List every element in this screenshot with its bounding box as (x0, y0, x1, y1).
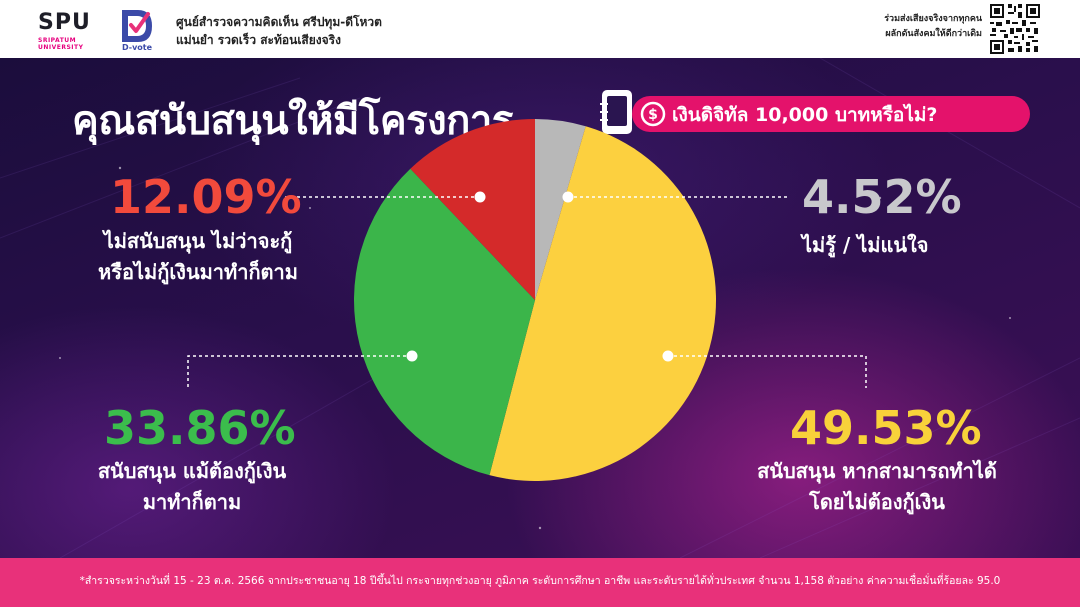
pie-slice-support-no-loan (489, 126, 717, 482)
main-panel: คุณสนับสนุนให้มีโครงการ $ เงินดิจิทัล 10… (0, 58, 1080, 558)
spu-logo-text: SPU (38, 10, 91, 35)
survey-footnote: *สำรวจระหว่างวันที่ 15 - 23 ต.ค. 2566 จา… (79, 575, 1001, 587)
pie-chart (187, 119, 867, 482)
svg-text:$: $ (648, 107, 658, 123)
slice-desc-support-with-loan: สนับสนุน แม้ต้องกู้เงิน มาทำก็ตาม (97, 459, 287, 514)
question-pill (632, 96, 1030, 132)
pie-slice-not-support (410, 119, 535, 300)
cta-line-2: ผลักดันสังคมให้ดีกว่าเดิม (885, 29, 982, 39)
footer-bar: *สำรวจระหว่างวันที่ 15 - 23 ต.ค. 2566 จา… (0, 558, 1080, 607)
question-pill-text: เงินดิจิทัล 10,000 บาทหรือไม่? (672, 104, 938, 126)
leader-support-no-loan-line (668, 355, 867, 388)
qr-code-icon[interactable] (990, 4, 1040, 54)
header-bar: SPU SRIPATUM UNIVERSITY D-vote ศูนย์สำรว… (0, 0, 1080, 58)
leader-support-with-loan-line (187, 355, 412, 388)
leader-support-no-loan-dot (662, 350, 674, 362)
dvote-logo-icon (122, 10, 152, 42)
dollar-icon: $ (640, 101, 666, 127)
org-tagline: แม่นยำ รวดเร็ว สะท้อนเสียงจริง (176, 33, 341, 47)
slice-desc-support-no-loan: สนับสนุน หากสามารถทำได้ โดยไม่ต้องกู้เงิ… (757, 459, 997, 514)
slice-desc-unsure: ไม่รู้ / ไม่แน่ใจ (802, 233, 929, 257)
spu-logo: SPU SRIPATUM UNIVERSITY (38, 10, 104, 51)
leader-support-with-loan-dot (406, 350, 418, 362)
digital-money-icon (600, 90, 632, 134)
pie-slice-unsure (535, 119, 586, 300)
slice-desc-not-support: ไม่สนับสนุน ไม่ว่าจะกู้ หรือไม่กู้เงินมา… (98, 229, 298, 284)
spu-logo-subtext: SRIPATUM UNIVERSITY (38, 37, 84, 51)
cta-line-1: ร่วมส่งเสียงจริงจากทุกคน (884, 14, 982, 24)
leader-not-support-dot (474, 191, 486, 203)
slice-percent-not-support: 12.09% (110, 170, 302, 224)
dvote-logo-label: D-vote (121, 43, 153, 52)
leader-unsure-dot (562, 191, 574, 203)
slice-percent-unsure: 4.52% (802, 170, 962, 224)
page-title: คุณสนับสนุนให้มีโครงการ (72, 98, 513, 144)
slice-percent-support-with-loan: 33.86% (104, 401, 296, 455)
slice-percent-support-no-loan: 49.53% (790, 401, 982, 455)
org-name: ศูนย์สำรวจความคิดเห็น ศรีปทุม-ดีโหวต (176, 15, 382, 29)
pie-slice-support-with-loan (354, 168, 535, 476)
